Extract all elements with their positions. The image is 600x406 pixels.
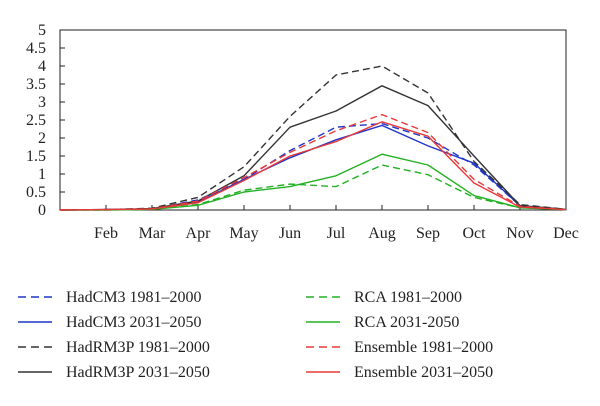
x-tick-label: Feb (94, 225, 118, 242)
x-axis: Feb Mar Apr May Jun Jul Aug Sep Oct Nov Dec (59, 205, 579, 242)
y-tick-label: 3 (38, 94, 46, 111)
legend-label: Ensemble 2031–2050 (354, 364, 493, 381)
y-tick-label: 2 (38, 130, 46, 147)
y-tick-label: 3.5 (26, 76, 46, 93)
y-tick-label: 2.5 (26, 112, 46, 129)
y-axis: 00.511.522.533.544.55 (26, 22, 65, 219)
y-tick-label: 1 (38, 166, 46, 183)
x-tick-label: Aug (368, 225, 396, 242)
series-lines (59, 65, 567, 211)
x-tick-label: Nov (506, 225, 534, 242)
legend-label: RCA 1981–2000 (354, 289, 462, 306)
y-tick-label: 0.5 (26, 184, 46, 201)
y-tick-label: 5 (38, 22, 46, 39)
y-tick-label: 4.5 (26, 40, 46, 57)
series-line-2 (59, 124, 567, 211)
legend: HadCM3 1981–2000 HadCM3 2031–2050 HadRM3P … (18, 289, 493, 381)
y-tick-label: 0 (38, 202, 46, 219)
x-tick-label: May (229, 225, 258, 242)
series-line-8 (59, 121, 567, 211)
x-tick-label: Mar (139, 225, 166, 242)
y-tick-label: 4 (38, 58, 46, 75)
plot-border (59, 29, 567, 211)
x-tick-label: Jun (279, 225, 301, 242)
series-line-1 (59, 122, 567, 211)
x-tick-label: Dec (553, 225, 579, 242)
plot-area (59, 29, 567, 211)
x-tick-label: Apr (186, 225, 212, 242)
x-tick-label: Sep (416, 225, 440, 242)
series-line-7 (59, 113, 567, 211)
y-tick-label: 1.5 (26, 148, 46, 165)
legend-label: HadCM3 1981–2000 (66, 289, 202, 306)
legend-label: Ensemble 1981–2000 (354, 339, 493, 356)
legend-label: HadCM3 2031–2050 (66, 314, 202, 331)
x-tick-label: Oct (462, 225, 486, 242)
legend-label: HadRM3P 1981–2000 (66, 339, 210, 356)
legend-label: HadRM3P 2031–2050 (66, 364, 210, 381)
x-tick-label: Jul (327, 225, 346, 242)
series-line-3 (59, 65, 567, 211)
legend-label: RCA 2031-2050 (354, 314, 459, 331)
series-line-5 (60, 164, 567, 211)
